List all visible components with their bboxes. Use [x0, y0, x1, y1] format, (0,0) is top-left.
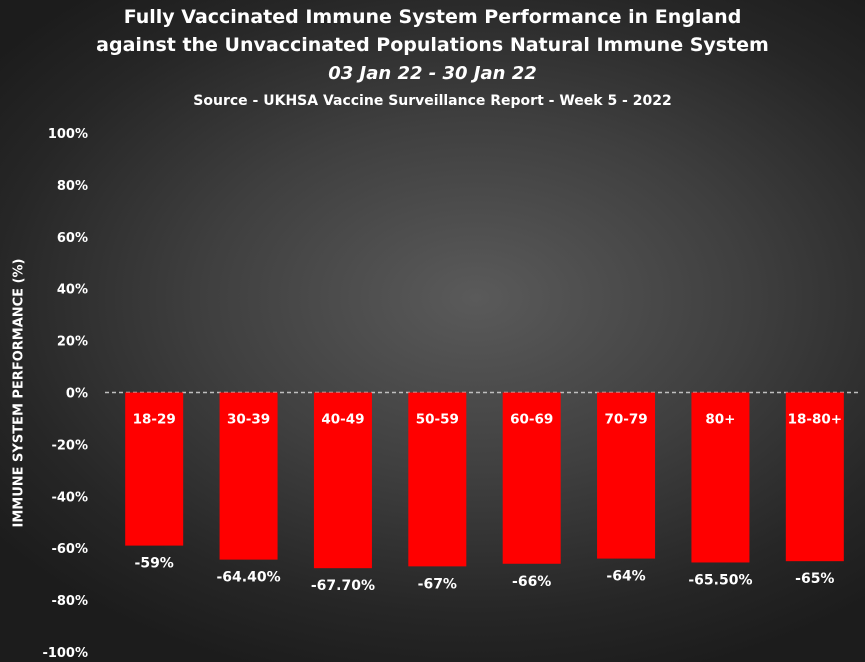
category-label: 50-59 — [416, 412, 459, 428]
y-tick-label: 100% — [48, 127, 88, 142]
data-label: -67% — [418, 576, 457, 592]
category-label: 30-39 — [227, 412, 270, 428]
chart-title-line-2: against the Unvaccinated Populations Nat… — [96, 34, 769, 56]
category-label: 80+ — [705, 412, 735, 428]
bar-30-39 — [219, 392, 278, 560]
y-tick-label: -40% — [51, 490, 88, 505]
y-tick-label: -80% — [51, 594, 88, 609]
data-label: -59% — [135, 556, 174, 572]
y-tick-label: -100% — [42, 646, 88, 661]
bar-18-80+ — [785, 392, 844, 562]
category-label: 60-69 — [510, 412, 553, 428]
y-tick-label: 40% — [57, 283, 88, 298]
y-tick-label: 0% — [66, 387, 88, 402]
data-label: -66% — [512, 574, 551, 590]
bar-80+ — [691, 392, 750, 563]
data-label: -65% — [795, 571, 834, 587]
bar-70-79 — [597, 392, 656, 559]
y-tick-label: -20% — [51, 438, 88, 453]
category-label: 40-49 — [321, 412, 364, 428]
category-label: 18-80+ — [788, 412, 843, 428]
bar-18-29 — [125, 392, 184, 546]
bar-40-49 — [313, 392, 372, 569]
category-label: 18-29 — [133, 412, 176, 428]
chart-source: Source - UKHSA Vaccine Surveillance Repo… — [193, 93, 672, 109]
data-label: -64% — [606, 569, 645, 585]
data-label: -67.70% — [311, 578, 375, 594]
y-tick-label: 20% — [57, 335, 88, 350]
category-label: 70-79 — [604, 412, 647, 428]
y-tick-label: -60% — [51, 542, 88, 557]
data-label: -65.50% — [688, 572, 752, 588]
bar-60-69 — [502, 392, 561, 564]
y-tick-label: 60% — [57, 231, 88, 246]
bar-50-59 — [408, 392, 467, 567]
chart-title: Fully Vaccinated Immune System Performan… — [123, 6, 742, 28]
y-tick-label: 80% — [57, 179, 88, 194]
chart-subtitle: 03 Jan 22 - 30 Jan 22 — [328, 63, 537, 84]
data-label: -64.40% — [217, 570, 281, 586]
